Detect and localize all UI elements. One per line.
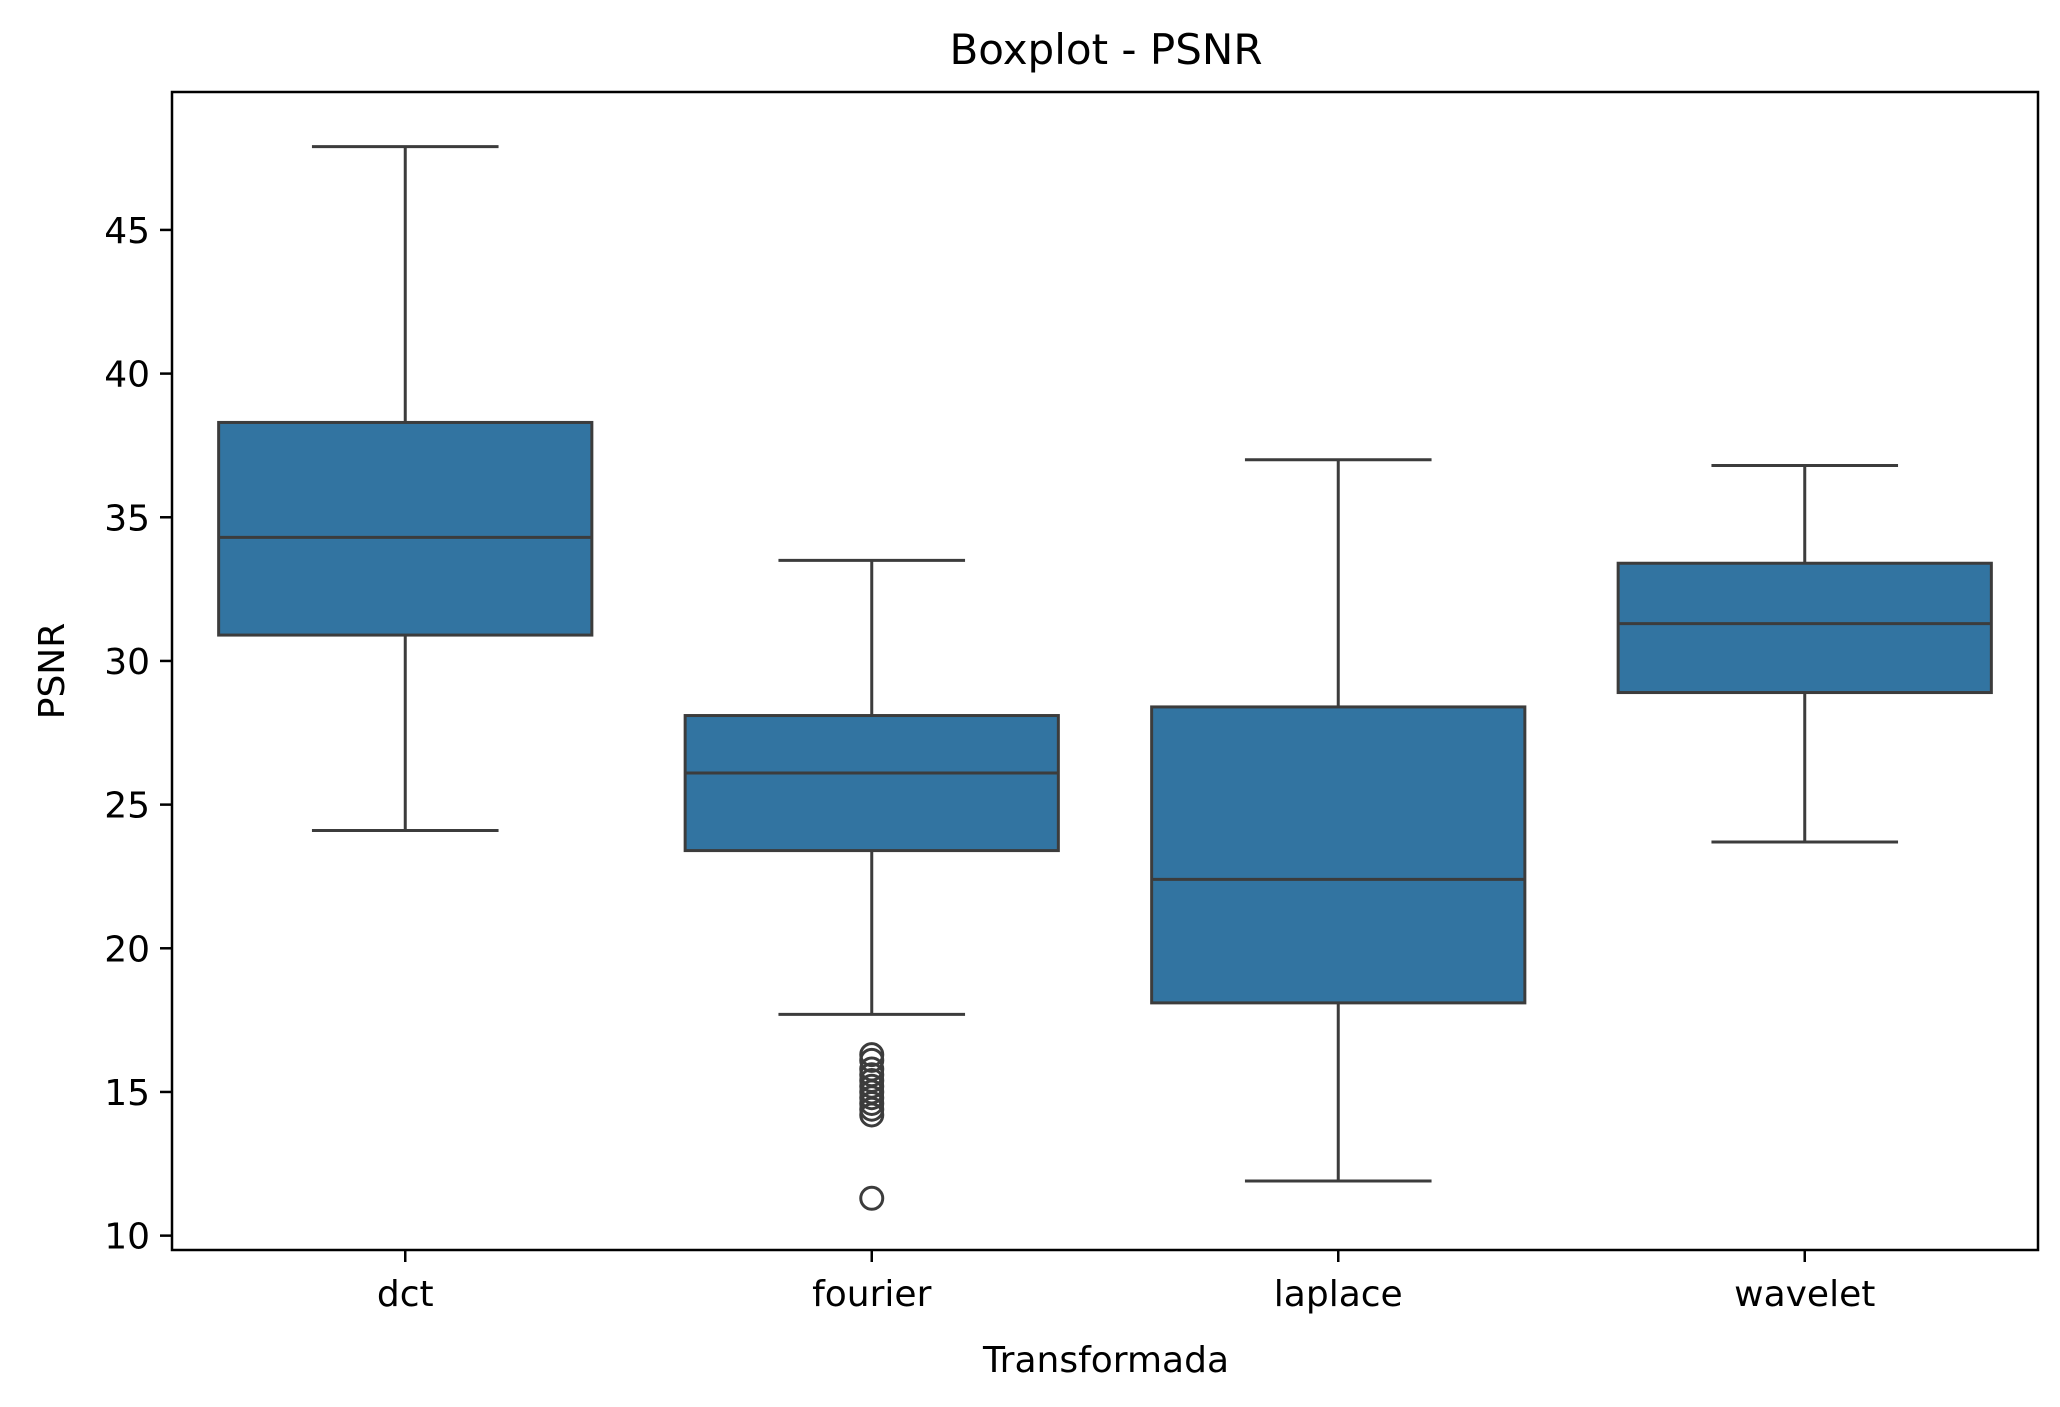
- x-tick-label: laplace: [1274, 1274, 1403, 1315]
- box-fourier: [683, 558, 1060, 1211]
- y-tick-label: 45: [104, 211, 150, 252]
- box-dct: [217, 145, 594, 832]
- y-tick-label: 30: [104, 642, 150, 683]
- outlier-point: [859, 1047, 885, 1073]
- chart-title: Boxplot - PSNR: [949, 25, 1262, 74]
- outlier-point: [859, 1185, 885, 1211]
- x-tick-label: dct: [377, 1274, 434, 1315]
- x-tick-label: wavelet: [1734, 1274, 1875, 1315]
- y-axis: 10 15 20 25 30 35 40 45: [104, 211, 172, 1258]
- iqr-box: [1150, 705, 1527, 1005]
- x-axis-label: Transformada: [982, 1340, 1229, 1381]
- iqr-box: [683, 714, 1060, 853]
- x-axis: dct fourier laplace wavelet: [377, 1250, 1875, 1315]
- y-tick-label: 10: [104, 1217, 150, 1258]
- y-tick-label: 25: [104, 786, 150, 827]
- iqr-box: [217, 420, 594, 637]
- y-axis-label: PSNR: [32, 623, 73, 720]
- y-tick-label: 15: [104, 1073, 150, 1114]
- axes-frame: [170, 90, 2040, 1252]
- x-tick-label: fourier: [812, 1274, 931, 1315]
- box-wavelet: [1616, 464, 1993, 844]
- y-tick-label: 40: [104, 355, 150, 396]
- y-tick-label: 35: [104, 498, 150, 539]
- y-tick-label: 20: [104, 929, 150, 970]
- plot-area: [217, 145, 1993, 1211]
- box-laplace: [1150, 458, 1527, 1183]
- outlier-point: [859, 1102, 885, 1128]
- iqr-box: [1616, 561, 1993, 695]
